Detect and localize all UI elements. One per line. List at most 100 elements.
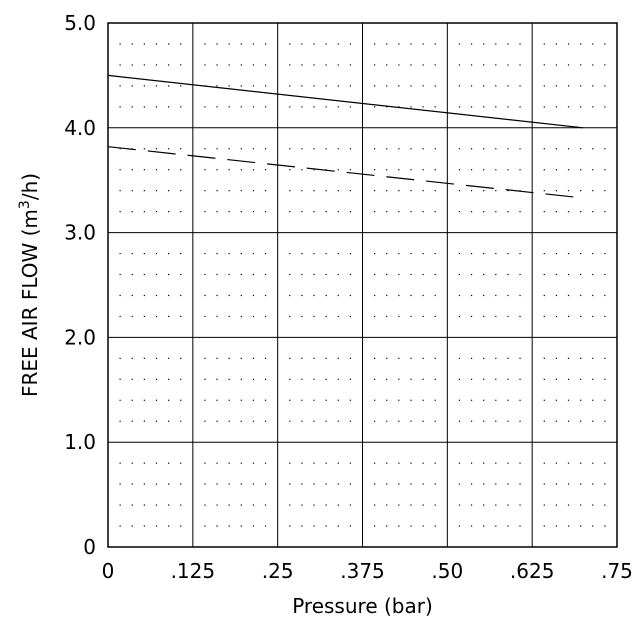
minor-dot-grid xyxy=(119,43,606,527)
grid-dot xyxy=(434,399,436,401)
grid-dot xyxy=(555,462,558,464)
grid-dot xyxy=(313,399,315,401)
grid-dot xyxy=(228,294,230,297)
grid-dot xyxy=(567,504,570,506)
grid-dot xyxy=(228,148,230,150)
grid-dot xyxy=(398,211,400,213)
grid-dot xyxy=(313,462,315,464)
grid-dot xyxy=(180,483,182,485)
grid-dot xyxy=(252,483,255,485)
grid-dot xyxy=(216,420,218,422)
grid-dot xyxy=(458,106,461,108)
grid-dot xyxy=(252,357,255,359)
grid-dot xyxy=(301,43,303,45)
grid-dot xyxy=(289,378,291,380)
grid-dot xyxy=(567,399,570,401)
grid-dot xyxy=(398,294,400,297)
grid-dot xyxy=(434,357,436,359)
grid-dot xyxy=(264,525,267,527)
grid-dot xyxy=(410,211,412,213)
grid-dot xyxy=(434,211,436,213)
grid-dot xyxy=(567,148,570,150)
grid-dot xyxy=(167,504,170,506)
grid-dot xyxy=(519,315,521,318)
grid-dot xyxy=(398,252,400,255)
grid-dot xyxy=(422,190,424,192)
grid-dot xyxy=(143,462,145,464)
grid-dot xyxy=(470,315,473,318)
y-axis-label-superscript: 3 xyxy=(17,200,33,209)
grid-dot xyxy=(519,43,521,45)
grid-dot xyxy=(289,64,291,66)
grid-dot xyxy=(289,315,291,318)
grid-dot xyxy=(337,504,339,506)
y-tick-label: 0 xyxy=(83,535,96,559)
grid-lines xyxy=(108,23,617,547)
grid-dot xyxy=(119,462,121,464)
grid-dot xyxy=(398,420,400,422)
grid-dot xyxy=(252,169,255,171)
grid-dot xyxy=(337,378,339,380)
grid-dot xyxy=(519,273,521,276)
grid-dot xyxy=(592,483,594,485)
series-line-solid xyxy=(107,74,584,129)
grid-dot xyxy=(410,294,412,297)
grid-dot xyxy=(470,190,473,192)
grid-dot xyxy=(228,525,230,527)
grid-dot xyxy=(580,190,582,192)
grid-dot xyxy=(143,211,145,213)
grid-dot xyxy=(374,106,376,108)
grid-dot xyxy=(167,43,170,45)
grid-dot xyxy=(543,357,545,359)
grid-dot xyxy=(592,190,594,192)
grid-dot xyxy=(167,169,170,171)
grid-dot xyxy=(216,64,218,66)
grid-dot xyxy=(519,462,521,464)
grid-dot xyxy=(592,106,594,108)
grid-dot xyxy=(216,504,218,506)
grid-dot xyxy=(216,483,218,485)
grid-dot xyxy=(543,399,545,401)
grid-dot xyxy=(604,525,606,527)
grid-dot xyxy=(337,106,339,108)
grid-dot xyxy=(374,211,376,213)
grid-dot xyxy=(543,504,545,506)
grid-dot xyxy=(119,273,121,276)
grid-dot xyxy=(458,378,461,380)
grid-dot xyxy=(155,483,158,485)
grid-dot xyxy=(604,315,606,318)
grid-dot xyxy=(131,85,133,87)
grid-dot xyxy=(216,85,218,87)
grid-dot xyxy=(131,462,133,464)
grid-dot xyxy=(204,273,206,276)
grid-dot xyxy=(519,420,521,422)
grid-dot xyxy=(604,378,606,380)
grid-dot xyxy=(374,294,376,297)
grid-dot xyxy=(264,148,267,150)
grid-dot xyxy=(507,106,509,108)
grid-dot xyxy=(240,294,242,297)
grid-dot xyxy=(180,462,182,464)
grid-dot xyxy=(555,85,558,87)
grid-dot xyxy=(519,85,521,87)
grid-dot xyxy=(410,43,412,45)
grid-dot xyxy=(349,85,351,87)
grid-dot xyxy=(167,525,170,527)
grid-dot xyxy=(507,148,509,150)
grid-dot xyxy=(374,148,376,150)
grid-dot xyxy=(337,85,339,87)
grid-dot xyxy=(470,43,473,45)
grid-dot xyxy=(252,190,255,192)
grid-dot xyxy=(386,273,388,276)
grid-dot xyxy=(180,169,182,171)
grid-dot xyxy=(543,169,545,171)
grid-dot xyxy=(180,420,182,422)
grid-dot xyxy=(167,273,170,276)
grid-dot xyxy=(119,525,121,527)
grid-dot xyxy=(567,357,570,359)
grid-dot xyxy=(374,357,376,359)
grid-dot xyxy=(216,43,218,45)
grid-dot xyxy=(252,315,255,318)
grid-dot xyxy=(495,148,497,150)
grid-dot xyxy=(483,525,485,527)
